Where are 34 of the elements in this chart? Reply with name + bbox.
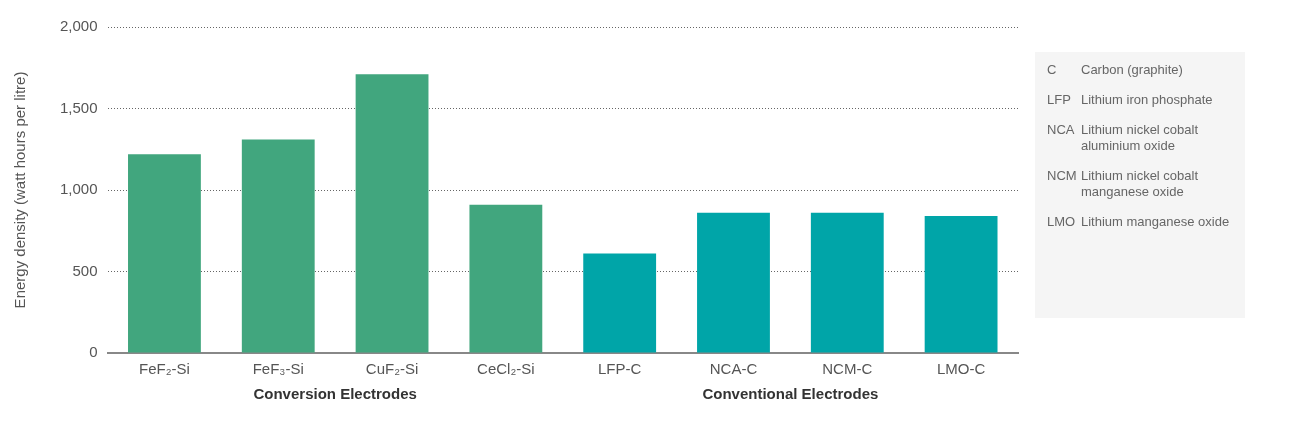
x-tick-label: NCM-C [822,360,873,378]
bar [355,74,429,353]
y-tick-label: 0 [89,343,98,361]
bar [469,204,543,353]
bar [810,212,884,353]
bar [924,216,998,353]
x-tick-label: LMO-C [936,360,986,378]
y-tick-label: 2,000 [59,17,98,35]
category-label: LMO [1047,214,1077,230]
text: Lithium manganese oxide [1081,214,1231,230]
category-label: NCM [1047,168,1078,185]
x-tick-label: CuF₂-Si [365,360,419,378]
y-tick-label: 1,500 [59,98,98,116]
y-tick-label: 500 [72,261,98,279]
text: Lithium iron phosphate [1081,92,1214,108]
category-label: LFP [1047,92,1072,108]
text: Lithium nickel cobalt manganese oxide [1081,168,1200,200]
category-label: NCA [1047,122,1076,139]
text: Conventional Electrodes [702,385,879,402]
bar [241,139,315,353]
x-tick-label: CeCl₂-Si [477,360,535,378]
x-tick-label: LFP-C [598,360,642,378]
bar [697,212,770,353]
x-tick-label: FeF₃-Si [252,360,304,378]
text: Lithium nickel cobalt aluminium oxide [1081,122,1200,154]
x-tick-label: NCA-C [709,360,758,378]
y-tick-label: 1,000 [59,180,98,198]
bar [128,154,201,353]
text: Conversion Electrodes [253,385,417,402]
bar [583,253,657,353]
text: Carbon (graphite) [1081,62,1184,78]
y-axis-title: Energy density (watt hours per litre) [11,71,29,309]
x-tick-label: FeF₂-Si [139,360,190,378]
category-label: C [1047,62,1058,78]
